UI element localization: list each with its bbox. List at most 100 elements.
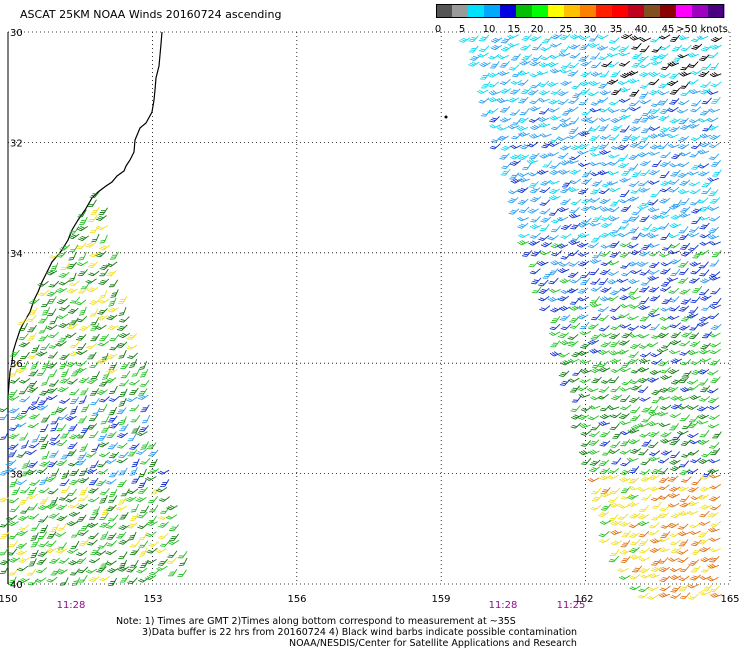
wind-barb xyxy=(517,154,530,161)
wind-barb xyxy=(477,52,489,58)
wind-barb xyxy=(20,468,31,477)
wind-barb xyxy=(28,307,38,316)
wind-barb xyxy=(611,125,622,132)
wind-barb xyxy=(709,134,721,141)
wind-barb xyxy=(108,406,118,416)
wind-barb xyxy=(591,360,602,368)
wind-barb xyxy=(587,117,599,124)
wind-barb xyxy=(59,353,70,361)
wind-barb xyxy=(559,160,572,166)
wind-barb xyxy=(107,415,118,423)
wind-barb xyxy=(7,443,19,450)
wind-barb xyxy=(610,324,622,331)
wind-barb xyxy=(530,196,542,203)
wind-barb xyxy=(31,344,40,354)
wind-barb xyxy=(46,576,58,583)
wind-barb xyxy=(510,144,522,149)
wind-barb xyxy=(158,521,169,528)
wind-barb xyxy=(532,43,543,51)
wind-barb xyxy=(98,244,111,251)
wind-barb xyxy=(560,186,571,194)
wind-barb xyxy=(579,368,592,374)
wind-barb xyxy=(589,222,601,227)
wind-barb xyxy=(517,117,529,124)
wind-barb xyxy=(509,160,521,166)
wind-barb xyxy=(78,477,90,484)
wind-barb xyxy=(18,557,30,564)
wind-barb xyxy=(600,215,612,221)
wind-barb xyxy=(549,136,560,143)
wind-barb xyxy=(39,460,51,467)
wind-barb xyxy=(660,151,671,159)
wind-barb xyxy=(478,34,490,42)
wind-barb xyxy=(27,380,38,388)
wind-barb xyxy=(701,180,713,188)
wind-barb xyxy=(647,377,660,383)
wind-barb xyxy=(569,206,580,214)
wind-barb xyxy=(637,143,649,150)
wind-barb xyxy=(109,470,119,478)
wind-barb xyxy=(707,511,719,518)
wind-barb xyxy=(56,504,68,511)
wind-barb xyxy=(608,99,621,106)
wind-barb xyxy=(681,370,692,378)
wind-barb xyxy=(15,422,27,428)
wind-barb xyxy=(527,89,539,96)
wind-barb xyxy=(699,358,712,363)
wind-barb xyxy=(507,97,520,103)
wind-barb xyxy=(566,288,579,294)
wind-barb xyxy=(710,36,723,43)
wind-barb xyxy=(607,108,620,113)
wind-barb xyxy=(480,72,490,80)
wind-barb xyxy=(690,142,702,150)
wind-barb xyxy=(536,70,549,76)
wind-barb xyxy=(50,262,59,272)
wind-barb xyxy=(586,387,599,393)
wind-barb xyxy=(588,430,600,438)
wind-barb xyxy=(679,71,691,77)
island-marker xyxy=(444,115,448,119)
wind-barb xyxy=(658,360,669,367)
wind-barb xyxy=(117,566,130,572)
wind-barb xyxy=(489,143,501,150)
wind-barb xyxy=(600,378,612,384)
wind-barb xyxy=(628,180,640,187)
wind-barb xyxy=(628,546,640,553)
wind-barb xyxy=(75,557,87,564)
wind-barb xyxy=(548,142,560,147)
wind-barb xyxy=(631,208,643,216)
wind-barb xyxy=(637,367,650,373)
wind-barb xyxy=(699,504,712,510)
wind-barb xyxy=(519,60,531,66)
wind-barb xyxy=(570,198,582,206)
wind-barb xyxy=(687,450,700,456)
wind-barb xyxy=(657,537,670,543)
wind-barb xyxy=(641,493,652,501)
wind-barb xyxy=(88,576,100,583)
wind-barb xyxy=(60,485,71,493)
wind-barb xyxy=(646,114,659,120)
wind-barb xyxy=(699,575,712,581)
wind-barb xyxy=(559,145,572,151)
wind-barb xyxy=(85,452,97,458)
wind-barb xyxy=(38,289,49,297)
latitude-label: 32 xyxy=(10,138,23,149)
wind-barb xyxy=(610,199,620,207)
wind-barb xyxy=(660,208,671,215)
wind-barb xyxy=(620,486,631,494)
wind-barb xyxy=(105,549,117,556)
wind-barb xyxy=(668,295,680,303)
wind-barb xyxy=(99,234,108,244)
wind-barb xyxy=(669,222,681,229)
wind-barb xyxy=(538,122,551,128)
wind-barb xyxy=(646,342,659,348)
wind-barb xyxy=(557,152,569,159)
wind-barb xyxy=(86,539,98,546)
wind-barb xyxy=(86,522,99,528)
wind-barb xyxy=(8,424,20,431)
wind-barb xyxy=(568,97,580,104)
wind-barb xyxy=(609,305,621,313)
wind-barb xyxy=(621,134,632,142)
wind-barb xyxy=(19,432,29,441)
wind-barb xyxy=(598,117,611,122)
